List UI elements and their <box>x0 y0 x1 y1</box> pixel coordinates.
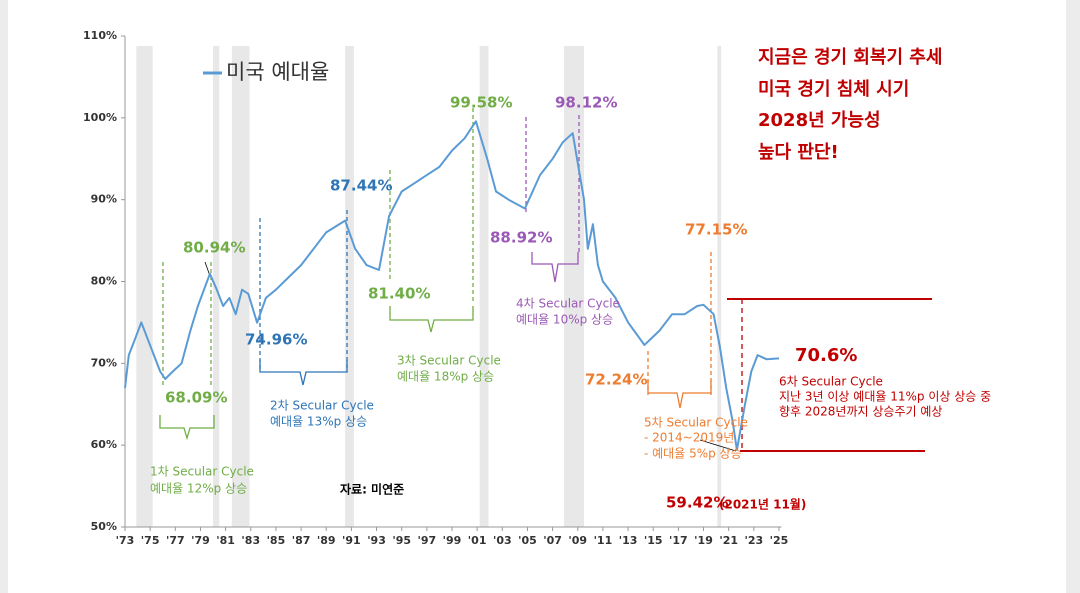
annotation: 4차 Secular Cycle <box>516 297 620 311</box>
x-tick-label: '21 <box>719 534 738 547</box>
x-tick-label: '17 <box>669 534 688 547</box>
y-tick-label: 80% <box>91 275 117 288</box>
annotation: 예대율 18%p 상승 <box>397 370 494 384</box>
annotation: 87.44% <box>330 177 392 195</box>
annotation: 자료: 미연준 <box>340 482 404 497</box>
annotation: 80.94% <box>183 239 245 257</box>
y-tick-label: 90% <box>91 193 117 206</box>
annotation: 72.24% <box>585 371 647 389</box>
annotation: 지난 3년 이상 예대율 11%p 이상 상승 중 <box>779 390 991 404</box>
x-tick-label: '93 <box>367 534 386 547</box>
recession-band <box>136 46 153 527</box>
annotation: 지금은 경기 회복기 추세 <box>758 47 942 68</box>
data-line <box>124 120 780 451</box>
x-tick-label: '95 <box>392 534 411 547</box>
annotation: 미국 경기 침체 시기 <box>758 79 909 100</box>
x-tick-label: '89 <box>317 534 336 547</box>
annotation: 99.58% <box>450 94 512 112</box>
annotation: 높다 판단! <box>758 142 839 163</box>
x-tick-label: '07 <box>543 534 562 547</box>
annotation: 77.15% <box>685 221 747 239</box>
annotation: 70.6% <box>795 345 857 366</box>
recession-band <box>479 46 489 527</box>
x-tick-label: '79 <box>191 534 210 547</box>
recession-band <box>563 46 585 527</box>
y-tick-label: 110% <box>83 29 117 42</box>
x-tick-label: '15 <box>644 534 663 547</box>
frame-edge <box>0 0 8 593</box>
annotation: 98.12% <box>555 94 617 112</box>
annotation: 5차 Secular Cycle <box>644 416 748 430</box>
x-tick-label: '01 <box>468 534 487 547</box>
x-tick-label: '99 <box>443 534 462 547</box>
annotation: 예대율 13%p 상승 <box>270 415 367 429</box>
x-tick-label: '03 <box>493 534 512 547</box>
annotation: 예대율 10%p 상승 <box>516 313 613 327</box>
legend-label: 미국 예대율 <box>226 60 329 84</box>
x-tick-label: '05 <box>518 534 537 547</box>
y-tick-label: 50% <box>91 520 117 533</box>
annotation: - 2014~2019년 <box>644 431 734 445</box>
recession-band <box>345 46 354 527</box>
x-tick-label: '87 <box>292 534 311 547</box>
recession-band <box>717 46 722 527</box>
annotation: - 예대율 5%p 상승 <box>644 447 742 461</box>
annotation: 74.96% <box>245 331 307 349</box>
annotation: 향후 2028년까지 상승주기 예상 <box>779 405 942 419</box>
x-tick-label: '23 <box>744 534 763 547</box>
x-tick-label: '81 <box>216 534 235 547</box>
annotation: 88.92% <box>490 229 552 247</box>
y-tick-label: 60% <box>91 438 117 451</box>
x-tick-label: '13 <box>619 534 638 547</box>
annotation: 1차 Secular Cycle <box>150 465 254 479</box>
x-tick-label: '75 <box>141 534 160 547</box>
x-tick-label: '73 <box>116 534 135 547</box>
annotation: 예대율 12%p 상승 <box>150 482 247 496</box>
annotation: (2021년 11월) <box>719 497 806 512</box>
x-tick-label: '25 <box>770 534 789 547</box>
x-tick-label: '97 <box>417 534 436 547</box>
annotation: 2028년 가능성 <box>758 110 881 131</box>
annotation: 2차 Secular Cycle <box>270 399 374 413</box>
y-tick-label: 70% <box>91 356 117 369</box>
x-tick-label: '91 <box>342 534 361 547</box>
x-tick-label: '77 <box>166 534 185 547</box>
annotation: 68.09% <box>165 389 227 407</box>
recession-band <box>231 46 250 527</box>
x-tick-label: '19 <box>694 534 713 547</box>
y-tick-label: 100% <box>83 111 117 124</box>
x-tick-label: '11 <box>594 534 613 547</box>
annotation: 81.40% <box>368 285 430 303</box>
frame-edge <box>1066 0 1080 593</box>
annotation: 59.42% <box>666 494 728 512</box>
x-tick-label: '83 <box>241 534 260 547</box>
annotation: 3차 Secular Cycle <box>397 354 501 368</box>
annotation-guides <box>159 108 932 452</box>
annotation: 6차 Secular Cycle <box>779 375 883 389</box>
x-tick-label: '85 <box>267 534 286 547</box>
x-tick-label: '09 <box>568 534 587 547</box>
